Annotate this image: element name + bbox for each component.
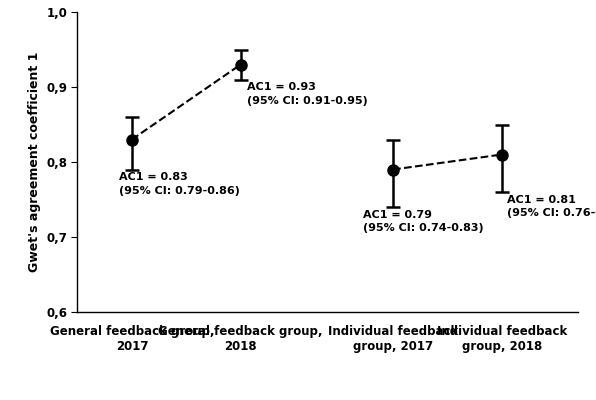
- Text: AC1 = 0.93
(95% CI: 0.91-0.95): AC1 = 0.93 (95% CI: 0.91-0.95): [247, 82, 368, 106]
- Y-axis label: Gwet's agreement coefficient 1: Gwet's agreement coefficient 1: [27, 52, 41, 272]
- Text: AC1 = 0.83
(95% CI: 0.79-0.86): AC1 = 0.83 (95% CI: 0.79-0.86): [119, 172, 240, 196]
- Text: AC1 = 0.79
(95% CI: 0.74-0.83): AC1 = 0.79 (95% CI: 0.74-0.83): [362, 210, 483, 233]
- Text: AC1 = 0.81
(95% CI: 0.76-0.85): AC1 = 0.81 (95% CI: 0.76-0.85): [507, 195, 596, 218]
